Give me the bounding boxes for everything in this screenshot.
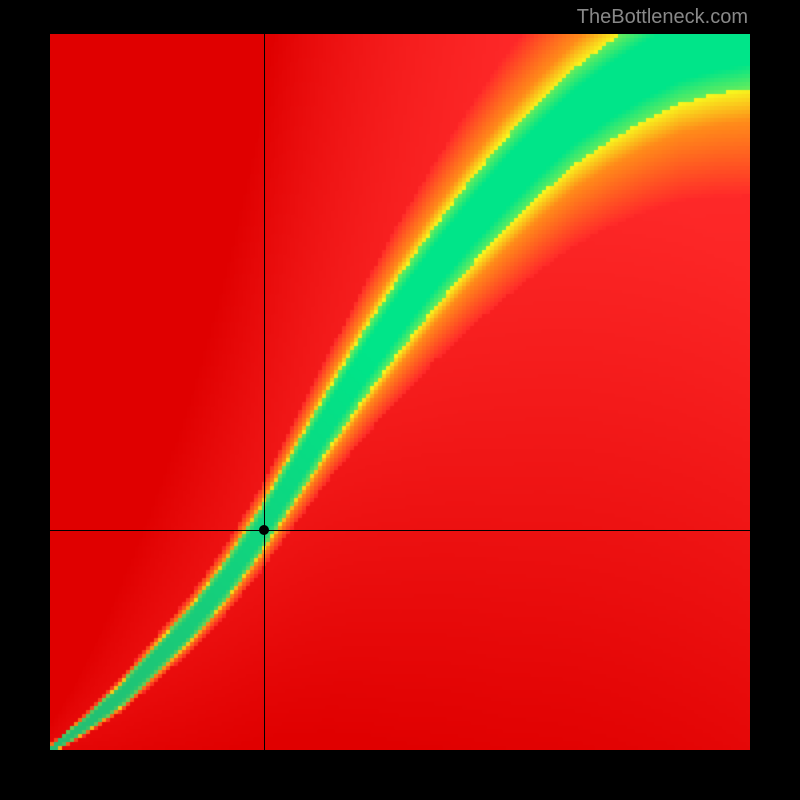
heatmap-plot (50, 34, 750, 750)
crosshair-horizontal (50, 530, 750, 531)
heatmap-canvas (50, 34, 750, 750)
crosshair-vertical (264, 34, 265, 750)
crosshair-marker (259, 525, 269, 535)
watermark-text: TheBottleneck.com (577, 6, 748, 29)
